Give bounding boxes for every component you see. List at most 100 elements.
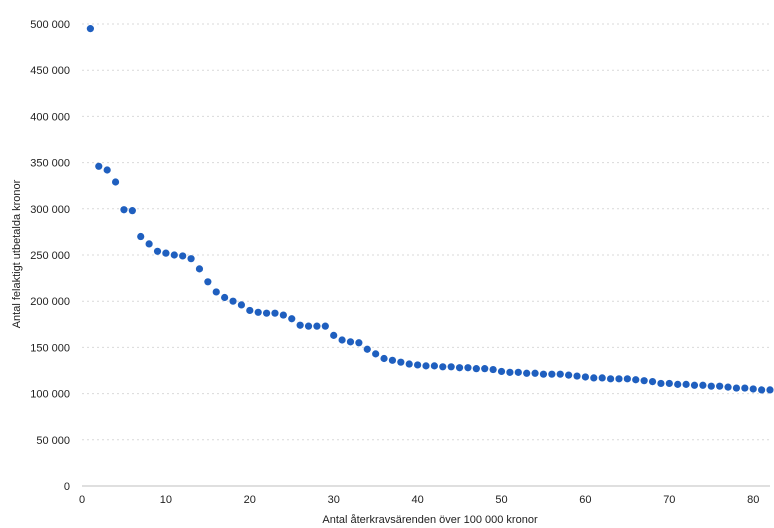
data-point xyxy=(472,365,480,373)
data-point xyxy=(699,381,707,389)
x-tick-label: 20 xyxy=(244,494,256,506)
data-point xyxy=(556,370,564,378)
data-point xyxy=(447,363,455,371)
y-tick-label: 0 xyxy=(64,481,70,493)
data-point xyxy=(590,374,598,382)
y-tick-label: 150 000 xyxy=(30,342,70,354)
data-point xyxy=(145,240,153,248)
data-point xyxy=(707,382,715,390)
data-point xyxy=(271,309,279,317)
data-point xyxy=(95,162,103,170)
data-point xyxy=(137,232,145,241)
data-point xyxy=(581,373,590,381)
data-point xyxy=(405,360,413,368)
data-point xyxy=(187,255,195,263)
data-point xyxy=(732,384,741,392)
x-axis-tick-labels: 0 10 20 30 40 50 60 70 80 xyxy=(79,494,759,506)
y-tick-label: 400 000 xyxy=(30,111,70,123)
x-tick-label: 10 xyxy=(160,494,172,506)
data-point xyxy=(606,375,615,383)
x-tick-label: 60 xyxy=(579,494,591,506)
data-point xyxy=(86,25,94,33)
x-tick-label: 70 xyxy=(663,494,675,506)
data-point xyxy=(397,358,405,366)
data-point xyxy=(162,249,170,257)
data-point xyxy=(539,370,548,378)
y-axis-title: Antal felaktigt utbetalda kronor xyxy=(11,179,23,328)
data-point xyxy=(758,386,766,394)
y-axis-tick-labels: 0 50 000 100 000 150 000 200 000 250 000 300 0… xyxy=(30,19,70,493)
data-point xyxy=(330,331,338,339)
data-point xyxy=(355,339,363,347)
data-point xyxy=(237,301,246,309)
data-point xyxy=(657,379,665,388)
data-point xyxy=(128,207,136,215)
data-point xyxy=(506,368,514,376)
data-point xyxy=(665,379,673,388)
x-tick-label: 50 xyxy=(495,494,507,506)
data-point xyxy=(111,178,120,186)
data-point xyxy=(741,384,749,392)
data-point xyxy=(363,345,371,353)
y-tick-label: 250 000 xyxy=(30,250,70,262)
x-tick-label: 30 xyxy=(328,494,340,506)
data-point xyxy=(254,308,262,316)
data-point xyxy=(598,374,606,382)
data-point xyxy=(262,309,271,317)
data-point xyxy=(682,380,690,388)
data-point xyxy=(766,386,774,394)
data-point xyxy=(229,297,237,305)
y-tick-label: 500 000 xyxy=(30,19,70,31)
y-tick-label: 350 000 xyxy=(30,158,70,170)
data-point xyxy=(212,288,220,296)
data-point xyxy=(514,368,522,376)
data-point xyxy=(531,369,539,377)
data-point xyxy=(372,350,380,358)
data-point xyxy=(548,370,556,378)
data-point xyxy=(120,206,128,214)
data-point xyxy=(674,380,682,388)
data-point xyxy=(304,322,313,330)
data-point xyxy=(170,251,178,259)
data-point xyxy=(497,367,506,376)
data-point xyxy=(430,362,438,370)
data-point xyxy=(523,369,531,377)
data-point xyxy=(422,362,430,370)
data-point xyxy=(388,356,397,364)
data-point xyxy=(414,361,422,369)
data-point xyxy=(565,371,573,379)
data-point xyxy=(279,311,287,319)
data-point xyxy=(489,365,497,374)
data-point xyxy=(313,322,321,330)
data-point xyxy=(439,363,447,371)
data-point xyxy=(615,375,623,383)
data-point xyxy=(724,383,732,391)
y-tick-label: 200 000 xyxy=(30,296,70,308)
data-point xyxy=(288,315,296,323)
data-point xyxy=(640,377,648,385)
data-point xyxy=(716,382,724,390)
x-axis-title: Antal återkravsärenden över 100 000 kron… xyxy=(322,514,538,526)
data-points xyxy=(86,25,774,394)
data-point xyxy=(346,338,355,346)
data-point xyxy=(221,293,229,302)
data-point xyxy=(338,336,346,344)
data-point xyxy=(153,247,162,255)
data-point xyxy=(321,322,329,330)
data-point xyxy=(380,354,388,363)
data-point xyxy=(481,365,489,373)
data-point xyxy=(195,265,204,273)
data-point xyxy=(632,376,640,384)
data-point xyxy=(573,372,581,380)
data-point xyxy=(749,385,757,393)
data-point xyxy=(455,364,464,372)
data-point xyxy=(690,381,699,389)
data-point xyxy=(246,306,254,315)
y-tick-label: 450 000 xyxy=(30,65,70,77)
data-point xyxy=(103,166,111,174)
y-tick-label: 300 000 xyxy=(30,204,70,216)
x-tick-label: 40 xyxy=(411,494,423,506)
data-point xyxy=(648,377,657,386)
x-tick-label: 0 xyxy=(79,494,85,506)
